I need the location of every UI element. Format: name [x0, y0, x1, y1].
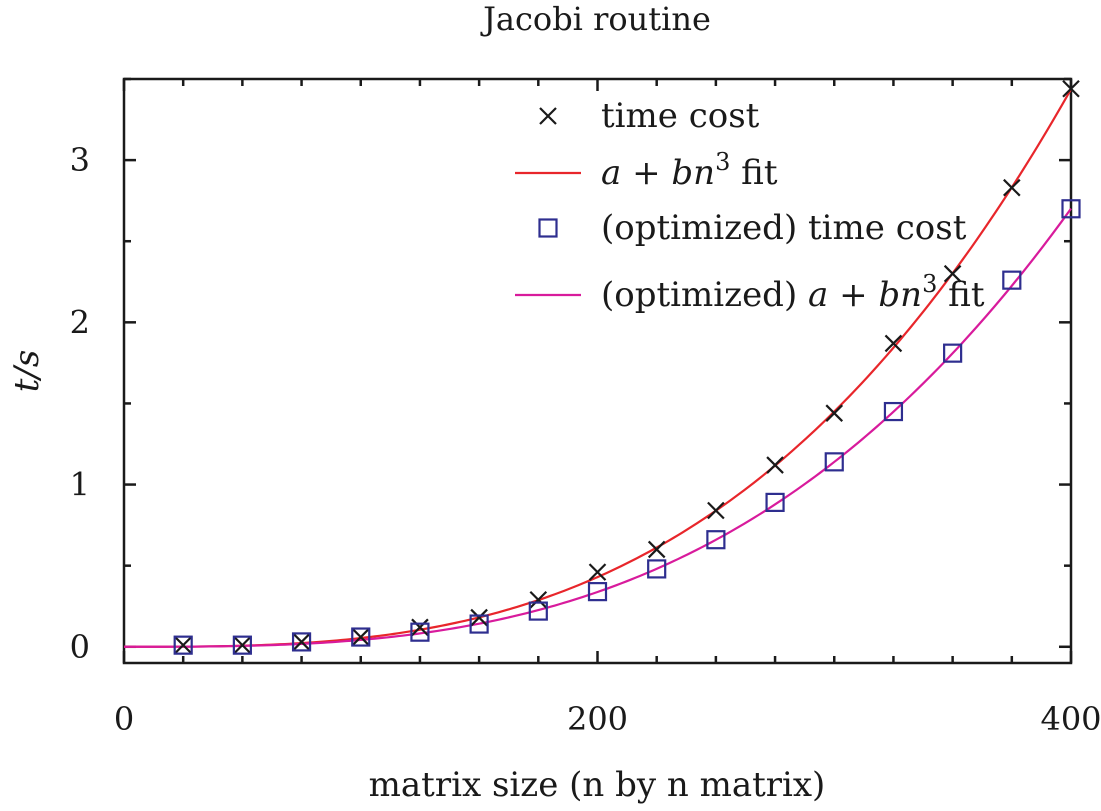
data-point-cross [351, 628, 370, 646]
data-point-square [351, 627, 371, 647]
data-point-cross [174, 636, 192, 654]
axis-ticks [122, 77, 1073, 663]
data-point-square [647, 559, 667, 579]
x-tick-label: 400 [1040, 700, 1101, 738]
data-point-square [765, 492, 785, 512]
data-point-cross [588, 563, 607, 581]
fit-curve-line [124, 208, 1072, 648]
data-point-square [173, 635, 193, 655]
legend-label: a + bn3 fit [601, 148, 778, 193]
data-point-cross [470, 608, 488, 627]
data-point-cross [411, 618, 429, 637]
data-points [173, 79, 1081, 655]
data-point-square [469, 614, 489, 634]
data-point-cross [233, 636, 252, 654]
legend-label: (optimized) time cost [601, 208, 967, 248]
x-tick-label: 200 [567, 700, 628, 738]
data-point-cross [943, 264, 962, 283]
y-axis-label: t/s [7, 350, 47, 393]
y-tick-label: 0 [70, 628, 90, 666]
plot-frame [122, 77, 1073, 665]
data-point-square [528, 601, 548, 621]
legend-symbol-square [538, 218, 558, 238]
data-point-square [824, 452, 844, 472]
data-point-square [943, 343, 963, 363]
data-point-cross [529, 590, 548, 609]
x-axis-label: matrix size (n by n matrix) [369, 765, 826, 805]
data-point-square [291, 632, 312, 652]
chart-title: Jacobi routine [480, 0, 711, 38]
data-point-square [410, 622, 430, 642]
legend: time cost a + bn3 fit (optimized) time cos… [515, 96, 985, 315]
data-point-square [587, 582, 608, 602]
data-point-cross [884, 334, 903, 353]
legend-symbol-cross [539, 107, 557, 125]
data-point-cross [766, 456, 784, 474]
y-tick-label: 1 [70, 466, 90, 504]
data-point-cross [825, 404, 844, 422]
data-point-cross [292, 633, 311, 651]
legend-label: (optimized) a + bn3 fit [601, 270, 985, 315]
y-tick-label: 3 [70, 141, 90, 179]
data-point-square [706, 530, 726, 550]
data-point-square [1061, 199, 1081, 219]
data-point-square [232, 635, 252, 655]
fit-curve-line [124, 88, 1072, 648]
x-tick-label: 0 [114, 700, 134, 738]
data-point-square [883, 401, 904, 422]
y-tick-label: 2 [70, 303, 90, 341]
data-point-cross [1003, 178, 1021, 197]
data-point-cross [707, 501, 725, 520]
data-point-cross [1062, 79, 1080, 98]
axis-tick-labels: 0 200 400 0 1 2 3 [70, 141, 1101, 738]
legend-label: time cost [601, 96, 760, 136]
data-point-cross [647, 540, 666, 559]
data-point-square [1002, 270, 1022, 290]
fit-curves [124, 88, 1072, 648]
